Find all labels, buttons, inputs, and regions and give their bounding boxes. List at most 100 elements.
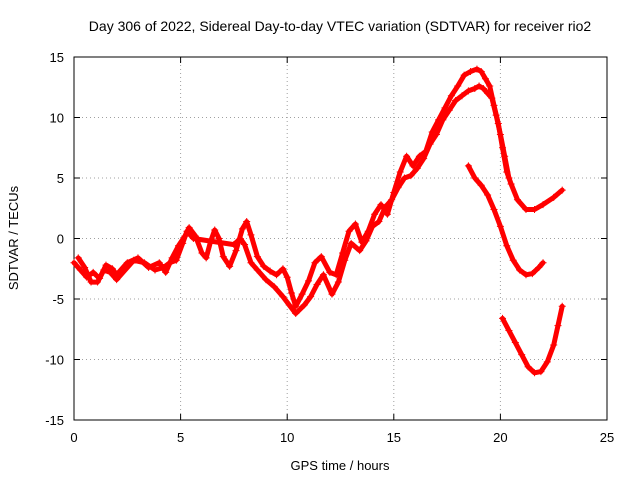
data-point — [70, 259, 78, 267]
data-point — [253, 253, 261, 261]
y-tick-label: 0 — [57, 232, 64, 247]
data-point — [179, 239, 187, 247]
data-point — [464, 162, 472, 170]
data-point — [452, 97, 460, 105]
data-point — [484, 191, 492, 199]
data-point — [328, 290, 336, 298]
y-tick-label: -5 — [52, 292, 64, 307]
data-point — [81, 264, 89, 272]
data-point — [426, 140, 434, 148]
data-point — [501, 152, 509, 160]
data-point — [509, 256, 517, 264]
data-point — [471, 174, 479, 182]
data-point — [460, 71, 468, 79]
data-point — [558, 186, 566, 194]
data-point — [319, 271, 327, 279]
data-point — [140, 259, 148, 267]
data-point — [232, 247, 240, 255]
data-point — [260, 262, 268, 270]
data-point — [247, 259, 255, 267]
data-point — [511, 339, 519, 347]
x-tick-label: 5 — [177, 430, 184, 445]
data-point — [305, 277, 313, 285]
data-point — [160, 264, 168, 272]
data-point — [108, 265, 116, 273]
data-point — [486, 82, 494, 90]
data-point — [300, 301, 308, 309]
data-point — [407, 172, 415, 180]
data-point — [439, 116, 447, 124]
series-line — [71, 66, 565, 309]
data-point — [428, 128, 436, 136]
data-point — [479, 84, 487, 92]
data-point — [287, 289, 295, 297]
data-point — [492, 111, 500, 119]
data-point — [87, 278, 95, 286]
series-main-trace-a — [70, 65, 566, 310]
data-point — [341, 256, 349, 264]
data-point — [490, 205, 498, 213]
data-point — [326, 268, 334, 276]
data-point — [253, 266, 261, 274]
data-point — [266, 267, 274, 275]
data-point — [477, 68, 485, 76]
data-point — [400, 174, 408, 182]
data-point — [496, 222, 504, 230]
data-point — [543, 358, 551, 366]
data-point — [285, 301, 293, 309]
data-point — [347, 239, 355, 247]
data-point — [522, 271, 530, 279]
data-point — [535, 264, 543, 272]
data-point — [447, 92, 455, 100]
data-point — [371, 210, 379, 218]
data-point — [477, 181, 485, 189]
data-point — [279, 265, 287, 273]
data-point — [537, 368, 545, 376]
data-point — [445, 106, 453, 114]
data-point — [317, 253, 325, 261]
y-tick-label: -15 — [45, 413, 64, 428]
series-line — [500, 303, 565, 376]
data-point — [550, 341, 558, 349]
data-point — [518, 351, 526, 359]
chart-title: Day 306 of 2022, Sidereal Day-to-day VTE… — [89, 18, 592, 34]
data-point — [458, 92, 466, 100]
data-point — [351, 220, 359, 228]
data-point — [488, 94, 496, 102]
data-point — [516, 266, 524, 274]
data-point — [420, 155, 428, 163]
data-point — [334, 278, 342, 286]
data-point — [313, 280, 321, 288]
data-point — [550, 193, 558, 201]
x-axis-label: GPS time / hours — [291, 458, 390, 473]
data-point — [247, 231, 255, 239]
x-tick-label: 15 — [387, 430, 401, 445]
data-point — [155, 259, 163, 267]
data-point — [375, 218, 383, 226]
y-axis-label: SDTVAR / TECUs — [6, 185, 21, 290]
data-point — [524, 363, 532, 371]
data-point — [539, 259, 547, 267]
data-point — [279, 293, 287, 301]
data-point — [383, 210, 391, 218]
data-point — [522, 205, 530, 213]
data-point — [307, 293, 315, 301]
data-point — [441, 104, 449, 112]
y-tick-label: 10 — [50, 111, 64, 126]
data-point — [394, 184, 402, 192]
x-tick-label: 0 — [70, 430, 77, 445]
data-point — [202, 254, 210, 262]
series-line — [465, 163, 546, 278]
data-point — [377, 201, 385, 209]
data-point — [100, 266, 108, 274]
data-point — [226, 262, 234, 270]
data-point — [93, 278, 101, 286]
y-tick-label: -10 — [45, 353, 64, 368]
data-point — [230, 241, 238, 249]
data-point — [183, 227, 191, 235]
data-point — [507, 180, 515, 188]
data-point — [413, 164, 421, 172]
data-point — [262, 276, 270, 284]
data-point — [283, 273, 291, 281]
